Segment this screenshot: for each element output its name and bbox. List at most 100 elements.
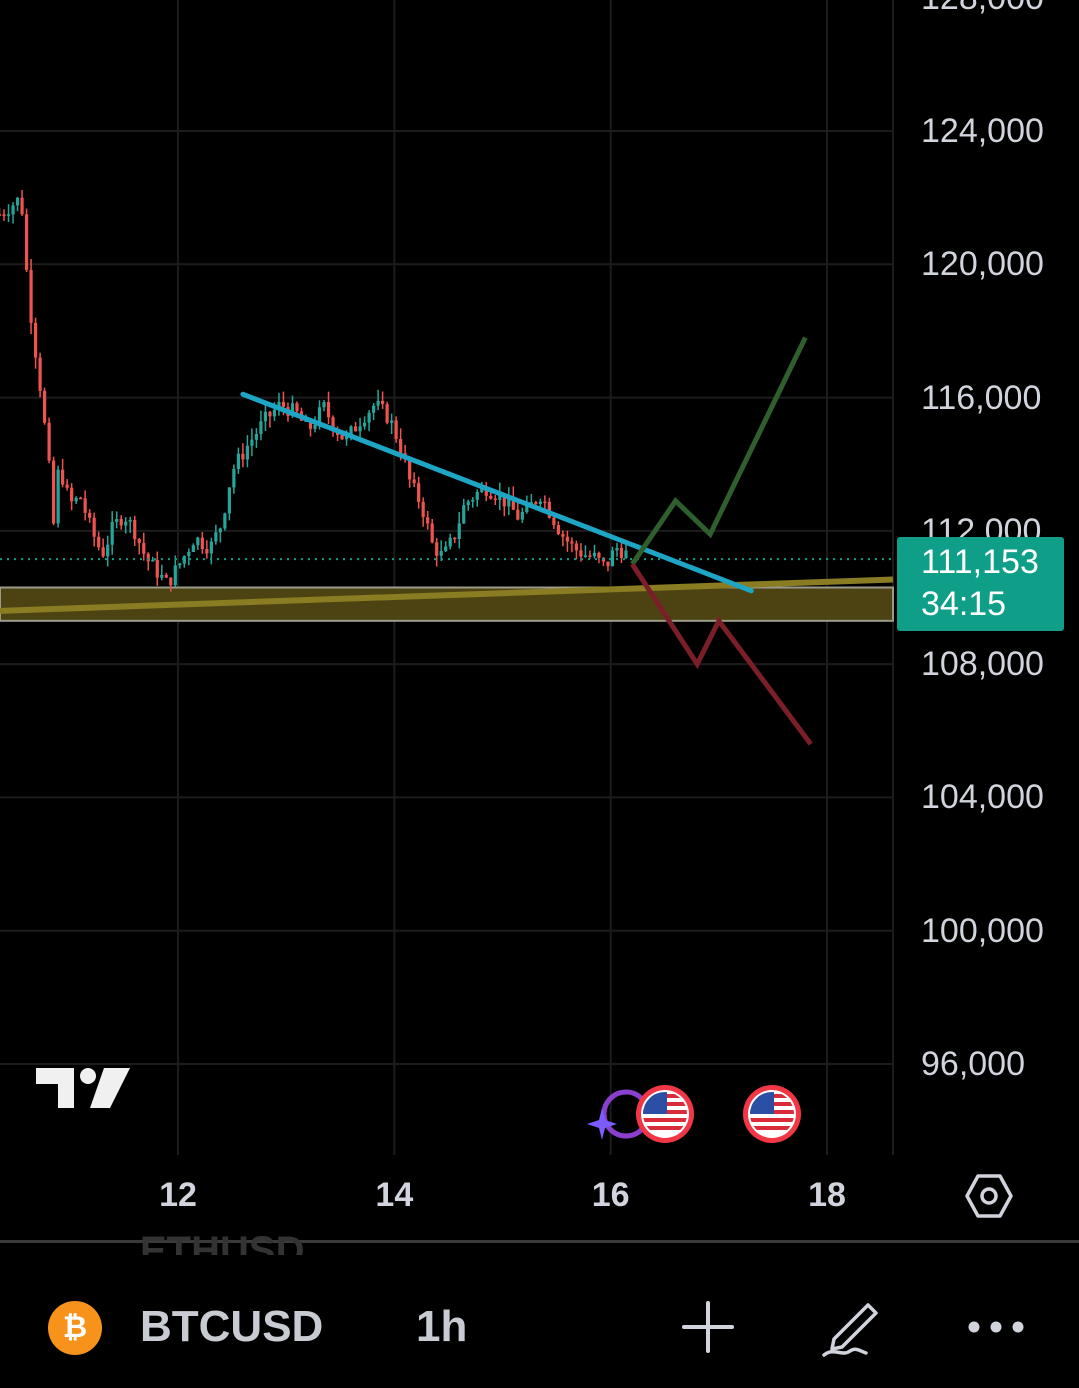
price-tick-label: 116,000 [921, 378, 1042, 417]
price-tick-label: 96,000 [921, 1045, 1025, 1083]
candle-body [547, 501, 551, 518]
candle-body [435, 542, 439, 556]
candle-body [101, 547, 105, 557]
candle-body [178, 563, 182, 566]
support-trendline [0, 576, 894, 614]
candle-body [196, 537, 200, 546]
ai-sparkle-icon[interactable] [584, 1082, 648, 1146]
price-tick-label: 124,000 [921, 112, 1044, 150]
candle-body [0, 214, 2, 216]
candle-body [426, 517, 430, 524]
candle-body [313, 424, 317, 429]
candle-body [538, 501, 542, 504]
candle-body [610, 550, 615, 567]
candle-body [106, 544, 110, 557]
candle-body [47, 422, 51, 461]
candle-body [480, 487, 484, 492]
candle-body [462, 505, 466, 524]
candle-body [137, 539, 141, 543]
candle-body [340, 435, 344, 440]
interval-button[interactable]: 1h [416, 1302, 468, 1351]
last-price-badge: 111,153 34:15 [897, 537, 1064, 631]
us-flag-event-icon[interactable] [740, 1082, 804, 1146]
bar-countdown: 34:15 [921, 585, 1007, 623]
candle-body [326, 402, 331, 418]
candle-body [453, 537, 457, 540]
candle-body [241, 453, 245, 460]
candle-body [353, 426, 358, 432]
candle-body [214, 532, 218, 542]
candle-body [24, 214, 29, 270]
candle-body [444, 546, 448, 552]
candle-body [322, 402, 326, 408]
candle-body [97, 536, 101, 548]
candle-body [475, 491, 479, 500]
candle-body [29, 269, 33, 323]
candle-body [516, 509, 520, 520]
candle-body [227, 487, 231, 514]
candle-body [151, 559, 155, 562]
candle-body [160, 574, 164, 578]
candle-body [11, 205, 15, 215]
candle-body [6, 214, 11, 216]
candle-body [502, 493, 506, 507]
candle-body [38, 357, 42, 391]
candle-body [372, 405, 376, 413]
candle-body [376, 400, 380, 406]
time-tick-label: 18 [808, 1176, 846, 1214]
candle-body [511, 497, 515, 510]
candle-body [556, 525, 560, 534]
candle-body [615, 547, 619, 551]
candle-body [56, 469, 60, 524]
candle-body [209, 541, 213, 554]
candle-body [259, 421, 263, 434]
candle-body [565, 536, 569, 542]
candle-body [65, 484, 69, 488]
symbol-button[interactable]: BTCUSD [140, 1302, 324, 1351]
candle-body [349, 426, 353, 436]
candle-body [182, 556, 186, 564]
candle-body [205, 549, 209, 554]
candle-body [187, 552, 191, 557]
candle-body [232, 468, 236, 488]
candle-body [124, 521, 128, 526]
candle-body [70, 487, 74, 502]
plus-icon[interactable] [676, 1295, 740, 1359]
bitcoin-icon[interactable]: ₿ [48, 1301, 102, 1355]
candle-body [362, 422, 367, 427]
more-icon[interactable] [964, 1295, 1028, 1359]
candle-body [394, 420, 398, 440]
bottom-toolbar: ETHUSD ₿ BTCUSD 1h [0, 1231, 1079, 1388]
chart-area[interactable]: 96,000 100,000 104,000 108,000 112,000 116,00… [0, 0, 1079, 1240]
candle-body [155, 559, 159, 578]
time-tick-label: 14 [375, 1176, 414, 1214]
candle-body [33, 322, 38, 358]
candle-body [390, 420, 394, 423]
candle-body [115, 518, 119, 522]
time-tick-label: 16 [591, 1176, 630, 1214]
price-tick-label: 104,000 [921, 778, 1044, 817]
price-chart[interactable] [0, 0, 1079, 1240]
candle-body [457, 523, 461, 540]
candle-body [484, 487, 488, 496]
candle-body [295, 403, 299, 412]
candle-body [52, 460, 56, 524]
candle-body [119, 518, 123, 526]
candle-body [146, 553, 150, 562]
tradingview-logo [36, 1068, 130, 1108]
candle-body [367, 412, 371, 423]
candle-body [128, 519, 132, 522]
us-flag-event-icon[interactable] [633, 1082, 697, 1146]
candle-body [597, 552, 601, 558]
candle-body [417, 483, 421, 502]
candle-body [552, 517, 556, 526]
candle-body [619, 547, 624, 558]
candle-body [574, 543, 579, 551]
candle-body [88, 512, 92, 518]
settings-icon[interactable] [965, 1172, 1013, 1220]
candle-body [385, 404, 389, 423]
candle-body [42, 390, 47, 423]
candle-body [583, 555, 588, 557]
pencil-icon[interactable] [820, 1295, 884, 1359]
candle-body [561, 533, 565, 537]
